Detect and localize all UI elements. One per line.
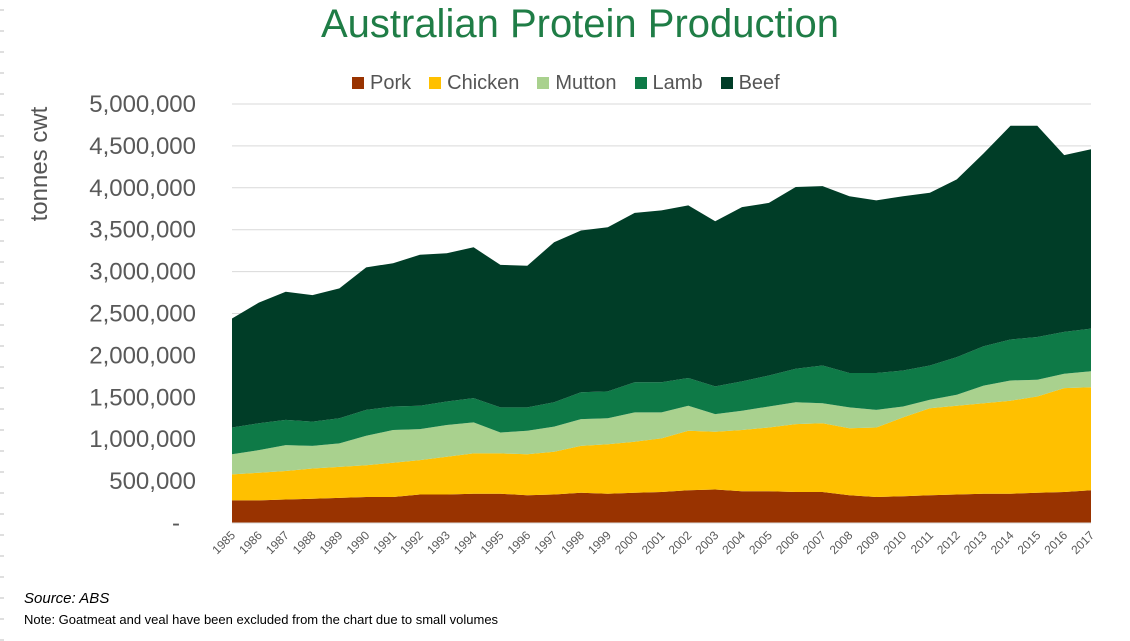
area-series-pork — [232, 489, 1091, 523]
x-tick-label: 1987 — [263, 528, 292, 557]
x-tick-label: 2006 — [773, 528, 802, 557]
x-tick-label: 1992 — [397, 528, 426, 557]
footnote: Note: Goatmeat and veal have been exclud… — [24, 612, 499, 627]
y-tick-label: 2,000,000 — [89, 342, 196, 369]
x-tick-label: 2007 — [800, 528, 829, 557]
y-tick-label: 2,500,000 — [89, 301, 196, 328]
legend-swatch-pork — [352, 77, 364, 89]
legend-item-lamb: Lamb — [634, 71, 703, 95]
legend-item-chicken: Chicken — [429, 72, 519, 95]
x-tick-label: 1990 — [344, 528, 373, 557]
y-tick-label: 500,000 — [109, 468, 196, 495]
legend-item-mutton: Mutton — [537, 71, 617, 95]
x-tick-label: 2008 — [827, 528, 856, 557]
x-tick-label: 1993 — [424, 528, 453, 557]
y-tick-label: - — [172, 510, 180, 537]
y-tick-label: 3,000,000 — [89, 259, 196, 286]
x-tick-label: 2014 — [988, 528, 1017, 557]
y-tick-label: 1,000,000 — [89, 426, 196, 453]
legend-label-chicken: Chicken — [447, 71, 520, 94]
x-tick-label: 2013 — [961, 528, 990, 557]
x-tick-label: 1994 — [451, 528, 480, 557]
x-tick-label: 2017 — [1068, 528, 1097, 557]
legend-label-beef: Beef — [738, 71, 780, 94]
legend-label-pork: Pork — [370, 71, 412, 94]
legend-label-mutton: Mutton — [555, 71, 617, 94]
x-tick-label: 1999 — [585, 528, 614, 557]
y-tick-label: 1,500,000 — [89, 384, 196, 411]
x-tick-label: 2000 — [612, 528, 641, 557]
chart-title: Australian Protein Production — [320, 2, 840, 46]
x-tick-label: 1996 — [505, 528, 534, 557]
x-tick-label: 2012 — [934, 528, 963, 557]
x-tick-label: 2001 — [639, 528, 668, 557]
x-tick-label: 2003 — [693, 528, 722, 557]
left-ruler — [0, 9, 4, 641]
x-tick-label: 1998 — [558, 528, 587, 557]
y-tick-label: 4,000,000 — [89, 175, 196, 202]
source-note: Source: ABS — [24, 590, 110, 607]
area-series-chicken — [232, 387, 1091, 501]
x-tick-label: 2005 — [746, 528, 775, 557]
x-tick-label: 2011 — [908, 528, 936, 556]
x-tick-label: 2016 — [1041, 528, 1070, 557]
legend-swatch-beef — [720, 77, 733, 89]
x-tick-label: 1986 — [236, 528, 265, 557]
legend-swatch-mutton — [537, 77, 550, 89]
x-tick-label: 2010 — [880, 528, 909, 557]
y-tick-label: 5,000,000 — [89, 91, 196, 118]
y-tick-label: 3,500,000 — [89, 217, 196, 244]
x-tick-label: 2004 — [719, 528, 748, 557]
legend-swatch-lamb — [634, 77, 647, 89]
area-series-beef — [232, 125, 1091, 428]
x-tick-label: 1995 — [478, 528, 507, 557]
legend-label-lamb: Lamb — [652, 71, 703, 94]
x-tick-label: 1989 — [317, 528, 346, 557]
legend-item-pork: Pork — [352, 72, 411, 95]
area-series-lamb — [232, 328, 1091, 455]
legend-swatch-chicken — [429, 77, 442, 89]
chart-legend: Pork Chicken Mutton Lamb Beef — [352, 70, 780, 96]
x-tick-label: 1988 — [290, 528, 319, 557]
x-tick-label: 1985 — [209, 528, 238, 557]
x-tick-label: 2002 — [666, 528, 695, 557]
area-series-mutton — [232, 371, 1091, 475]
legend-item-beef: Beef — [720, 71, 780, 95]
x-tick-label: 1997 — [531, 528, 560, 557]
x-tick-label: 1991 — [370, 528, 399, 557]
x-tick-label: 2009 — [854, 528, 883, 557]
y-tick-label: 4,500,000 — [89, 133, 196, 160]
x-tick-label: 2015 — [1015, 528, 1044, 557]
